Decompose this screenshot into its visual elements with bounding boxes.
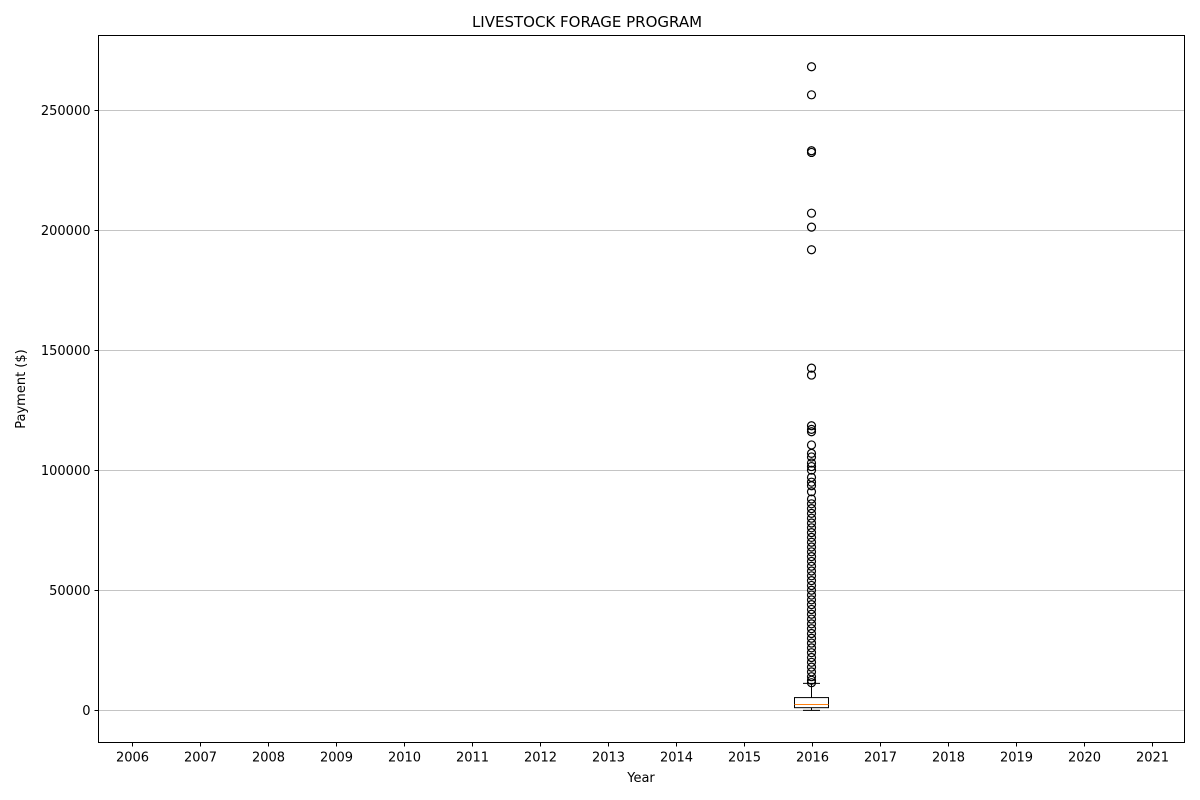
outlier-point xyxy=(806,643,817,653)
outlier-point xyxy=(806,672,817,682)
outlier-point xyxy=(806,537,817,547)
outlier-point xyxy=(806,652,817,663)
outlier-point xyxy=(806,458,817,468)
outlier-point xyxy=(806,147,817,158)
axis-ticks: 0 50000 100000 150000 200000 250000 2006 2007 20… xyxy=(41,104,1169,766)
outlier-point xyxy=(806,619,817,629)
outlier-point xyxy=(806,421,817,431)
x-tick-label: 2007 xyxy=(184,751,217,766)
outlier-point xyxy=(806,675,817,685)
x-tick-label: 2013 xyxy=(592,751,625,766)
outlier-point xyxy=(806,499,817,509)
y-tick-label: 250000 xyxy=(41,104,91,119)
x-tick-label: 2018 xyxy=(932,751,965,766)
outlier-point xyxy=(806,556,817,567)
y-tick-label: 50000 xyxy=(49,584,90,599)
outlier-point xyxy=(806,427,817,437)
outlier-point xyxy=(806,532,817,543)
outlier-point xyxy=(806,424,817,434)
outlier-point xyxy=(806,614,817,624)
outlier-point xyxy=(806,547,817,557)
outlier-point xyxy=(806,208,817,218)
outlier-point xyxy=(806,566,817,576)
outlier-point xyxy=(806,528,817,538)
outlier-point xyxy=(806,561,817,571)
outlier-point xyxy=(806,542,817,552)
outlier-point xyxy=(806,580,817,591)
x-tick-label: 2012 xyxy=(524,751,557,766)
outlier-point xyxy=(806,657,817,667)
plot-area-frame xyxy=(98,35,1185,743)
x-tick-label: 2016 xyxy=(796,751,829,766)
outlier-point xyxy=(806,590,817,600)
x-tick-label: 2021 xyxy=(1136,751,1169,766)
x-tick-label: 2019 xyxy=(1000,751,1033,766)
outlier-point xyxy=(806,90,817,100)
outlier-point xyxy=(806,363,817,373)
outlier-point xyxy=(806,600,817,610)
outlier-point xyxy=(806,487,817,497)
outlier-point xyxy=(806,604,817,615)
outlier-point xyxy=(806,662,817,672)
outlier-point xyxy=(806,648,817,658)
outlier-point xyxy=(806,461,817,472)
outlier-point xyxy=(806,678,817,688)
outlier-point xyxy=(806,452,817,462)
y-tick-label: 150000 xyxy=(41,344,91,359)
outlier-point xyxy=(806,222,817,232)
outlier-point xyxy=(806,448,817,458)
x-tick-label: 2006 xyxy=(116,751,149,766)
outlier-point xyxy=(806,370,817,380)
y-tick-label: 100000 xyxy=(41,464,91,479)
outlier-point xyxy=(806,465,817,475)
outlier-point xyxy=(806,571,817,581)
x-tick-label: 2009 xyxy=(320,751,353,766)
chart-title: LIVESTOCK FORAGE PROGRAM xyxy=(472,13,702,31)
x-tick-label: 2011 xyxy=(456,751,489,766)
x-tick-label: 2008 xyxy=(252,751,285,766)
y-tick-label: 200000 xyxy=(41,224,91,239)
outlier-point xyxy=(806,523,817,533)
outlier-point xyxy=(806,638,817,648)
y-tick-label: 0 xyxy=(82,704,90,719)
outlier-point xyxy=(806,552,817,562)
plot-marks xyxy=(794,62,829,711)
outlier-point xyxy=(806,624,817,634)
outlier-point xyxy=(806,628,817,639)
outlier-point xyxy=(806,503,817,514)
outlier-point xyxy=(806,513,817,523)
outlier-point xyxy=(806,245,817,255)
x-tick-label: 2010 xyxy=(388,751,421,766)
x-tick-label: 2017 xyxy=(864,751,897,766)
outlier-point xyxy=(806,62,817,72)
outlier-point xyxy=(806,494,817,504)
outlier-point xyxy=(806,481,817,491)
outlier-point xyxy=(806,585,817,595)
outlier-point xyxy=(806,440,817,450)
outlier-point xyxy=(806,518,817,528)
outlier-point xyxy=(806,477,817,487)
outlier-point xyxy=(806,595,817,605)
outlier-point xyxy=(806,508,817,518)
iqr-box xyxy=(794,697,829,709)
x-axis-title: Year xyxy=(626,771,655,786)
x-tick-label: 2020 xyxy=(1068,751,1101,766)
x-tick-label: 2014 xyxy=(660,751,693,766)
outlier-point xyxy=(806,633,817,643)
outlier-point xyxy=(806,576,817,586)
y-axis-title: Payment ($) xyxy=(14,349,29,428)
outlier-point xyxy=(806,609,817,619)
y-gridlines xyxy=(98,110,1185,711)
x-tick-label: 2015 xyxy=(728,751,761,766)
